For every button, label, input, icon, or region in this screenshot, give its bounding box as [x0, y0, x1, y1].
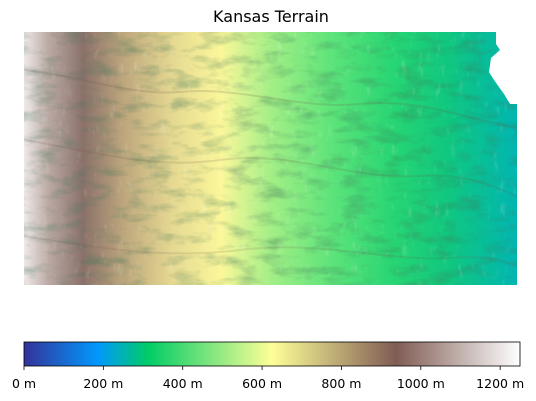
colorbar-tick-label: 600 m — [242, 376, 282, 391]
river-valley-central — [24, 139, 517, 197]
colorbar-tick-label: 0 m — [12, 376, 36, 391]
river-valley-south — [24, 235, 517, 267]
ridge-texture — [24, 32, 517, 285]
colorbar-gradient — [23, 341, 521, 367]
colorbar-ticks: 0 m 200 m 400 m 600 m 800 m 1000 m 1200 m — [12, 366, 524, 391]
colorbar-tick-label: 400 m — [163, 376, 203, 391]
colorbar-tick-label: 1200 m — [476, 376, 524, 391]
colorbar: 0 m 200 m 400 m 600 m 800 m 1000 m 1200 m — [12, 341, 524, 391]
river-valley-north — [24, 69, 517, 129]
colorbar-tick-label: 1000 m — [397, 376, 445, 391]
colorbar-tick-label: 200 m — [83, 376, 123, 391]
colorbar-tick-label: 800 m — [321, 376, 361, 391]
terrain-map — [24, 32, 517, 285]
chart-title: Kansas Terrain — [213, 7, 329, 26]
